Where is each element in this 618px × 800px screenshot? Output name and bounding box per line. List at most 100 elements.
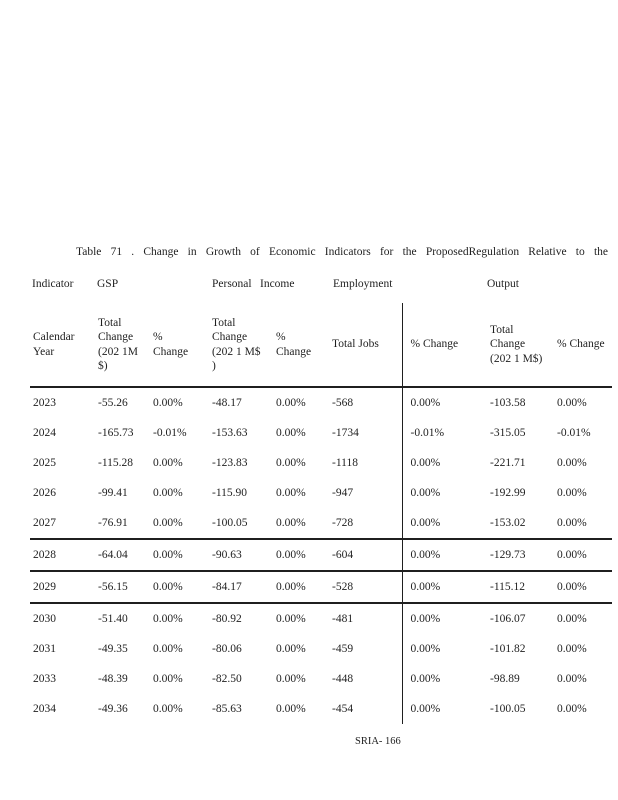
value-cell: 0.00% [401, 602, 479, 634]
group-header-indicator: Indicator [32, 278, 74, 290]
value-cell: 0.00% [272, 538, 329, 571]
group-header-employment: Employment [333, 278, 393, 290]
col-header-calendar-year: Calendar Year [30, 303, 95, 388]
table-body: 2023 -55.26 0.00% -48.17 0.00% -568 0.00% -103.… [30, 387, 612, 724]
value-cell: 0.00% [276, 643, 306, 655]
value-cell: 0.00% [557, 457, 587, 469]
value-cell: -0.01% [557, 427, 591, 439]
table-column-headers: Calendar Year Total Change (202 1M $)% Ch… [30, 303, 612, 388]
table-title: Table 71 . Change in Growth of Economic … [76, 246, 608, 258]
value-cell: -101.82 [490, 643, 526, 655]
value-cell: -123.83 [212, 457, 248, 469]
value-cell: -49.35 [98, 643, 128, 655]
value-cell: 0.00% [153, 397, 183, 409]
value-cell: -48.17 [212, 397, 242, 409]
value-cell: 0.00% [546, 570, 612, 603]
col-header-employment-total-jobs: Total Jobs [329, 303, 402, 388]
value-cell: -98.89 [490, 673, 520, 685]
value-cell: 0.00% [153, 457, 183, 469]
value-cell: -49.36 [98, 703, 128, 715]
year-cell: 2027 [33, 517, 56, 529]
value-cell: -80.92 [209, 602, 272, 634]
table-row-2026: 2026 -99.41 0.00% -115.90 0.00% -947 0.00% -192… [30, 478, 612, 508]
value-cell: 0.00% [276, 487, 306, 499]
value-cell: -76.91 [98, 517, 128, 529]
col-header-personal-income-total-change: Total Change (202 1 M$ ) [209, 303, 272, 388]
table-row-2030: 2030 -51.40 0.00% -80.92 0.00% -481 0.00% -106.… [30, 602, 612, 634]
col-header-gsp-total-change: Total Change (202 1M $) [95, 303, 147, 388]
value-cell: 0.00% [401, 387, 479, 418]
value-cell: -604 [329, 538, 402, 571]
col-header-output-total-change: Total Change (202 1 M$) [479, 303, 546, 388]
value-cell: -192.99 [490, 487, 526, 499]
value-cell: 0.00% [153, 703, 183, 715]
value-cell: -129.73 [479, 538, 546, 571]
value-cell: 0.00% [276, 673, 306, 685]
value-cell: 0.00% [272, 570, 329, 603]
value-cell: -728 [332, 517, 354, 529]
value-cell: 0.00% [557, 517, 587, 529]
year-cell: 2026 [33, 487, 56, 499]
value-cell: 0.00% [147, 602, 209, 634]
value-cell: -90.63 [209, 538, 272, 571]
value-cell: -100.05 [212, 517, 248, 529]
value-cell: 0.00% [557, 673, 587, 685]
value-cell: -84.17 [209, 570, 272, 603]
group-header-income: Income [260, 278, 295, 290]
value-cell: 0.00% [401, 634, 479, 664]
value-cell: 0.00% [557, 643, 587, 655]
value-cell: 0.00% [546, 538, 612, 571]
col-header-personal-income-pct-change: % Change [272, 303, 329, 388]
year-cell: 2028 [30, 538, 95, 571]
value-cell: 0.00% [557, 397, 587, 409]
col-header-employment-pct-change: % Change [401, 303, 479, 388]
value-cell: 0.00% [401, 538, 479, 571]
table-row-2034: 2034 -49.36 0.00% -85.63 0.00% -454 0.00% -100.… [30, 694, 612, 724]
value-cell: 0.00% [276, 517, 306, 529]
value-cell: -106.07 [479, 602, 546, 634]
value-cell: -85.63 [212, 703, 242, 715]
value-cell: -947 [332, 487, 354, 499]
value-cell: -454 [332, 703, 354, 715]
value-cell: -51.40 [95, 602, 147, 634]
value-cell: -568 [332, 397, 354, 409]
year-cell: 2034 [33, 703, 56, 715]
value-cell: 0.00% [401, 508, 479, 539]
page-number: SRIA- 166 [355, 736, 401, 747]
value-cell: -528 [329, 570, 402, 603]
value-cell: 0.00% [401, 694, 479, 724]
value-cell: 0.00% [153, 673, 183, 685]
value-cell: -82.50 [212, 673, 242, 685]
value-cell: 0.00% [276, 397, 306, 409]
value-cell: -103.58 [490, 397, 526, 409]
value-cell: -221.71 [490, 457, 526, 469]
value-cell: 0.00% [546, 602, 612, 634]
value-cell: -448 [332, 673, 354, 685]
table-row-2029: 2029 -56.15 0.00% -84.17 0.00% -528 0.00% -115.… [30, 570, 612, 603]
group-header-output: Output [487, 278, 519, 290]
value-cell: 0.00% [401, 478, 479, 508]
value-cell: -115.90 [212, 487, 248, 499]
col-header-gsp-pct-change: % Change [147, 303, 209, 388]
value-cell: -115.12 [479, 570, 546, 603]
group-header-personal: Personal [212, 278, 252, 290]
table-row-2027: 2027 -76.91 0.00% -100.05 0.00% -728 0.00% -153… [30, 508, 612, 539]
value-cell: -481 [329, 602, 402, 634]
value-cell: -459 [332, 643, 354, 655]
value-cell: 0.00% [276, 703, 306, 715]
value-cell: -100.05 [490, 703, 526, 715]
table-row-2031: 2031 -49.35 0.00% -80.06 0.00% -459 0.00% -101.… [30, 634, 612, 664]
value-cell: 0.00% [153, 517, 183, 529]
year-cell: 2031 [33, 643, 56, 655]
value-cell: -165.73 [98, 427, 134, 439]
value-cell: -64.04 [95, 538, 147, 571]
value-cell: -0.01% [153, 427, 187, 439]
value-cell: 0.00% [147, 570, 209, 603]
value-cell: 0.00% [401, 664, 479, 694]
value-cell: -48.39 [98, 673, 128, 685]
value-cell: 0.00% [401, 448, 479, 478]
year-cell: 2029 [30, 570, 95, 603]
table-row-2025: 2025 -115.28 0.00% -123.83 0.00% -1118 0.00% -2… [30, 448, 612, 478]
value-cell: 0.00% [153, 643, 183, 655]
